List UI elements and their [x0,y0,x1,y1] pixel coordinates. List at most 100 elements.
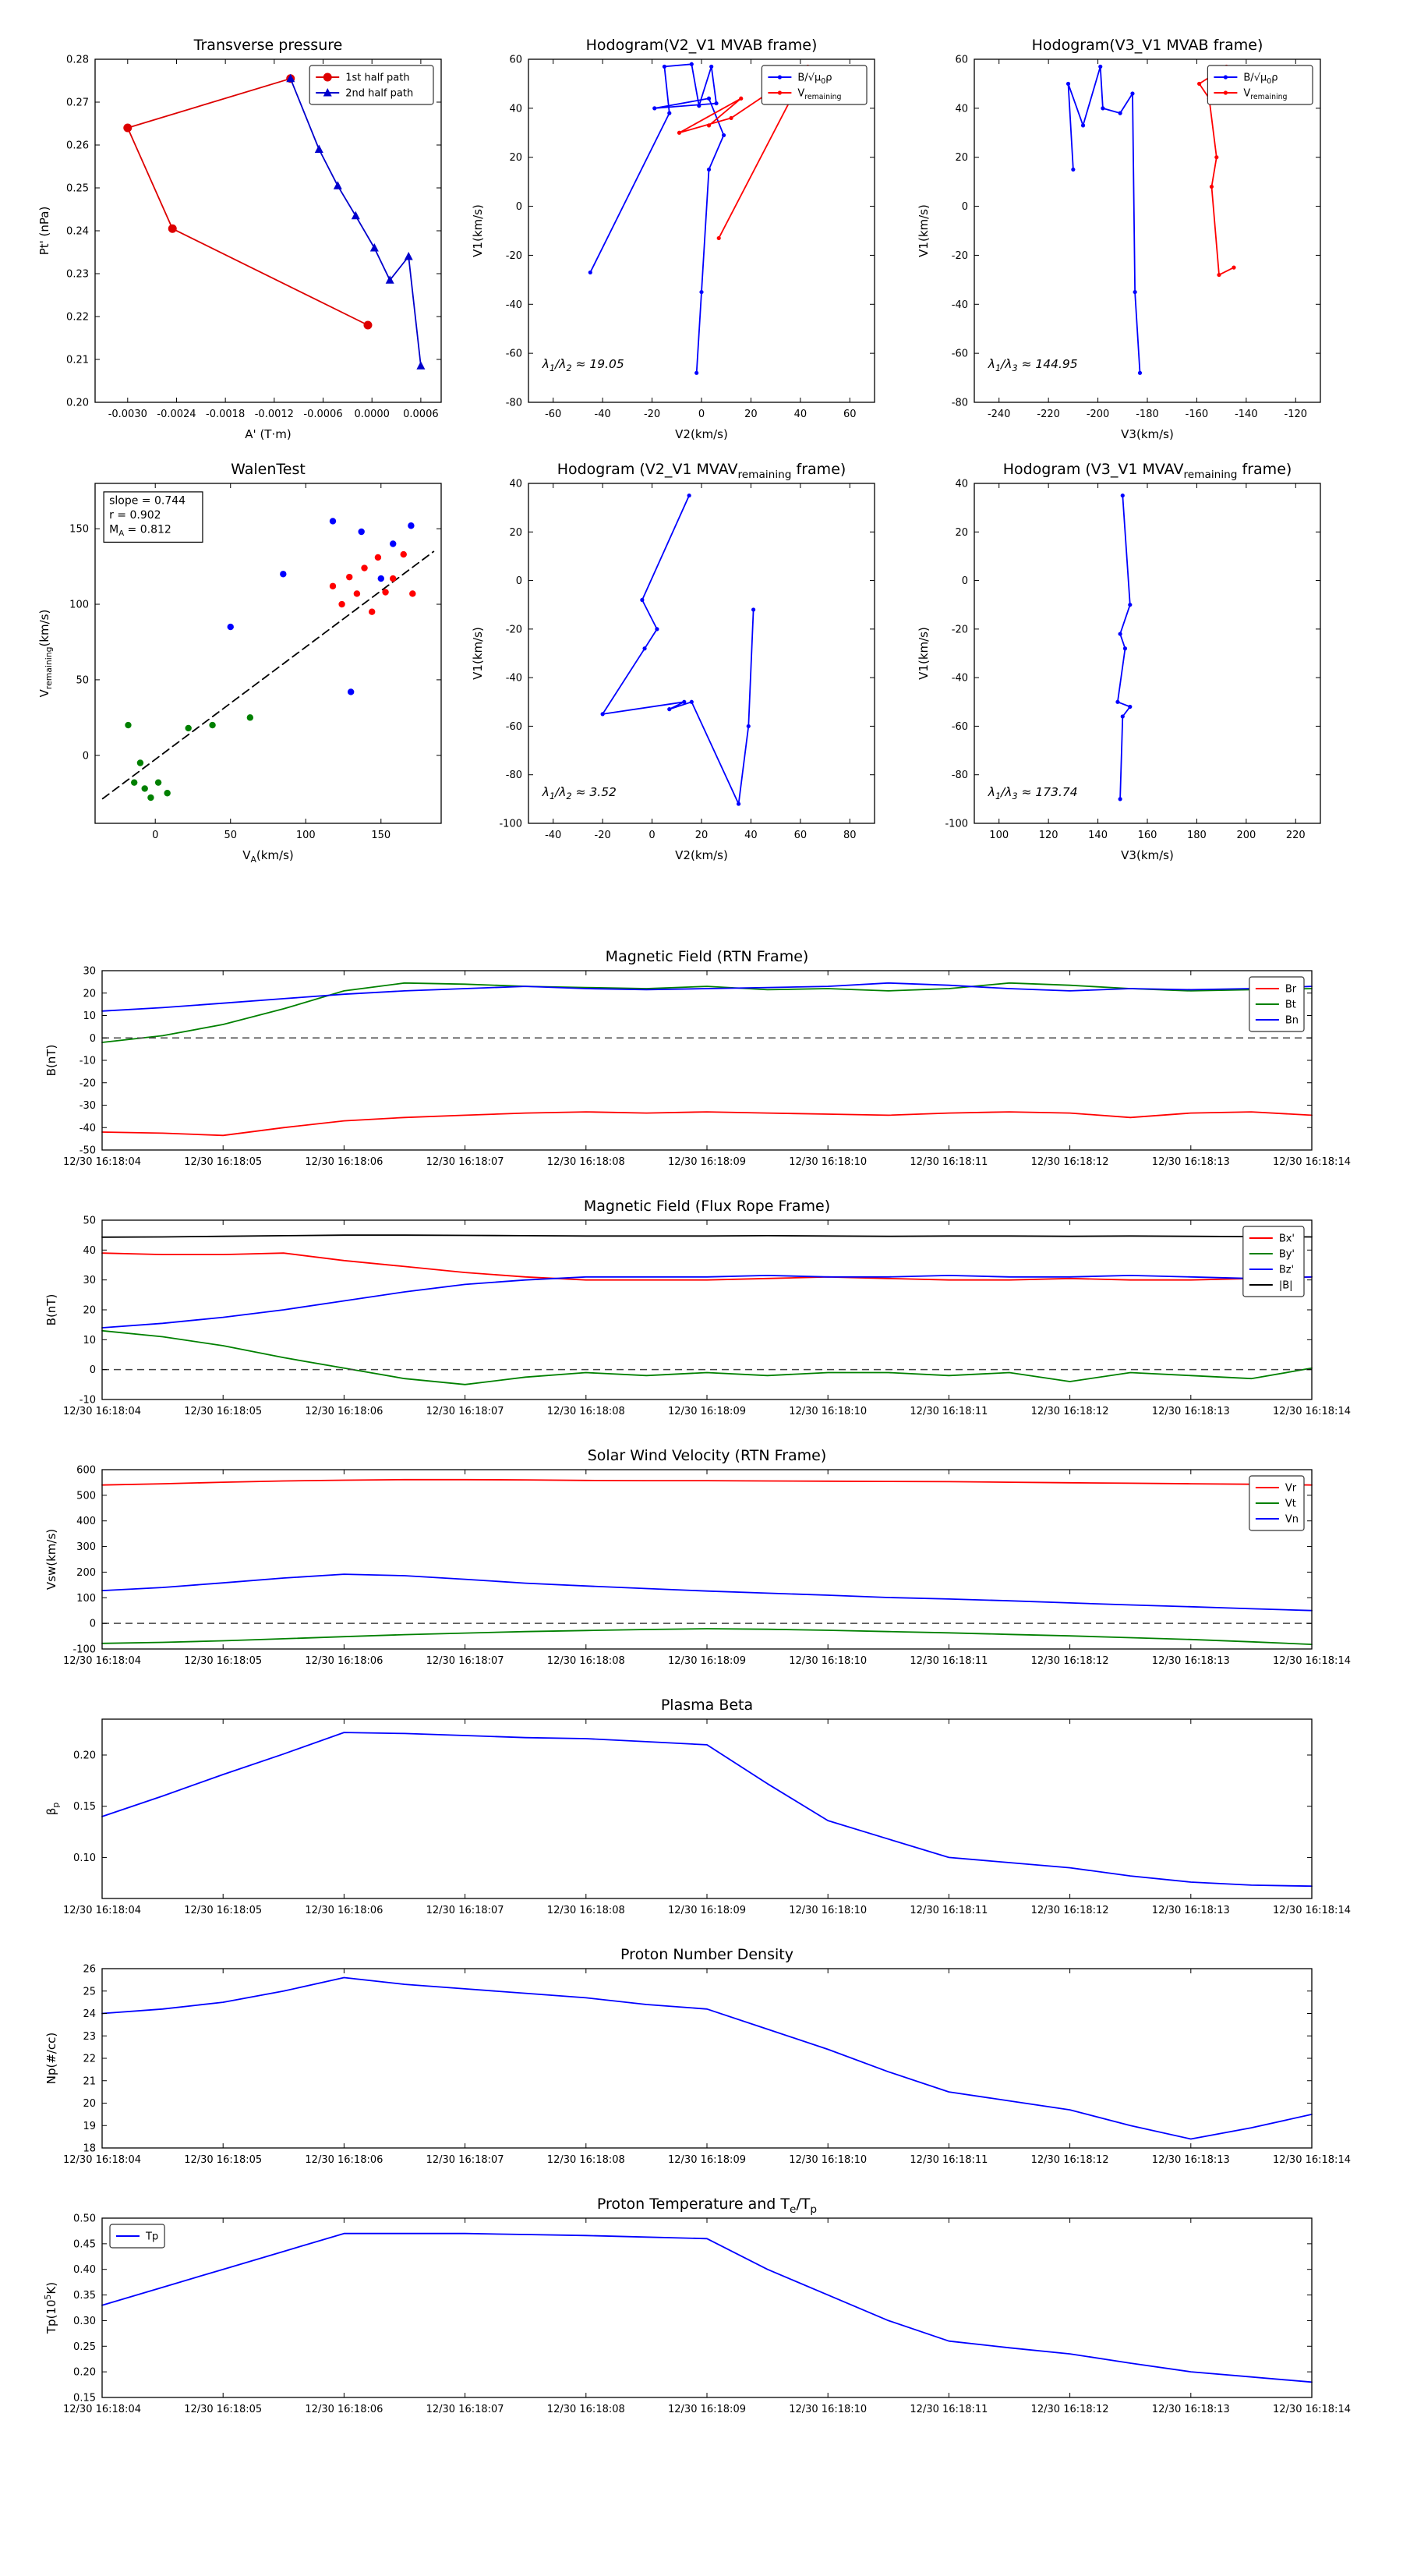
svg-text:-100: -100 [499,819,522,830]
svg-text:Br: Br [1285,984,1297,996]
svg-text:12/30 16:18:08: 12/30 16:18:08 [547,1406,625,1417]
svg-text:0.40: 0.40 [73,2264,96,2276]
svg-text:-60: -60 [952,349,968,360]
legend: Vr Vt Vn [1249,1475,1305,1531]
svg-text:0.24: 0.24 [66,226,89,238]
axes-background [95,59,441,402]
svg-text:12/30 16:18:08: 12/30 16:18:08 [547,1905,625,1916]
chart-title: Proton Number Density [620,1946,793,1963]
series-br [101,1111,1313,1137]
svg-text:-80: -80 [506,770,522,781]
svg-text:100: 100 [76,1593,96,1605]
x-axis: 12/30 16:18:04 12/30 16:18:05 12/30 16:18:… [63,1470,1351,1667]
x-axis: -240 -220 -200 -180 -160 -140 -120 [988,59,1307,420]
svg-text:-100: -100 [945,819,968,830]
svg-text:22: 22 [83,2054,96,2065]
y-axis: -80 -60 -40 -20 0 20 40 60 [506,55,875,409]
svg-text:18: 18 [83,2143,96,2155]
svg-text:12/30 16:18:06: 12/30 16:18:06 [305,2404,383,2415]
chart-hodogram-v3v1-mvav: 100 120 140 160 180 200 220 -100 -80 -60 -40 -20 0 20… [917,461,1321,862]
series-vremaining [1115,493,1133,801]
svg-text:12/30 16:18:08: 12/30 16:18:08 [547,2154,625,2166]
svg-text:MA = 0.812: MA = 0.812 [109,523,171,538]
svg-text:150: 150 [69,524,89,536]
svg-text:12/30 16:18:11: 12/30 16:18:11 [910,1905,988,1916]
svg-text:-40: -40 [506,299,522,311]
chart-title: Magnetic Field (Flux Rope Frame) [584,1198,830,1215]
y-axis: -50 -40 -30 -20 -10 0 10 20 30 [80,966,1312,1157]
series-points-green [125,714,254,801]
series-b-0- [1066,64,1143,375]
annotation: λ1/λ3 ≈ 173.74 [988,785,1078,801]
svg-text:12/30 16:18:14: 12/30 16:18:14 [1273,1156,1351,1168]
svg-text:0.20: 0.20 [73,1750,96,1762]
y-axis: 0.15 0.20 0.25 0.30 0.35 0.40 0.45 0.50 [73,2213,1312,2404]
svg-text:12/30 16:18:04: 12/30 16:18:04 [63,1156,141,1168]
svg-text:2nd half path: 2nd half path [345,88,413,100]
svg-text:0.25: 0.25 [73,2341,96,2353]
svg-text:-80: -80 [952,770,968,781]
chart-title: Hodogram(V2_V1 MVAB frame) [586,37,818,54]
svg-text:12/30 16:18:11: 12/30 16:18:11 [910,2154,988,2166]
axes-frame [101,970,1313,1151]
x-axis-label: V3(km/s) [1121,427,1174,441]
svg-text:12/30 16:18:09: 12/30 16:18:09 [668,1156,746,1168]
svg-text:0.27: 0.27 [66,97,89,109]
svg-text:-120: -120 [1285,409,1308,420]
svg-text:24: 24 [83,2008,96,2020]
y-axis-label: V1(km/s) [471,627,485,680]
svg-text:12/30 16:18:12: 12/30 16:18:12 [1031,1905,1109,1916]
chart-mag-rtn: 12/30 16:18:04 12/30 16:18:05 12/30 16:18:… [44,948,1351,1168]
svg-text:12/30 16:18:11: 12/30 16:18:11 [910,1655,988,1667]
axes-frame [101,2217,1313,2398]
svg-text:|B|: |B| [1279,1280,1293,1292]
axes-frame [101,1219,1313,1400]
svg-text:0: 0 [90,1364,96,1376]
axes-frame [974,58,1321,403]
svg-text:20: 20 [83,2098,96,2110]
series-vremaining [600,493,756,806]
svg-text:-40: -40 [952,299,968,311]
svg-text:40: 40 [955,479,968,490]
svg-text:20: 20 [955,527,968,539]
svg-text:12/30 16:18:12: 12/30 16:18:12 [1031,1406,1109,1417]
svg-text:12/30 16:18:07: 12/30 16:18:07 [426,1655,504,1667]
y-axis: 0.20 0.21 0.22 0.23 0.24 0.25 0.26 0.27 0.28 [66,55,441,409]
legend: Bx' By' Bz' |B| [1242,1226,1305,1297]
svg-text:100: 100 [989,830,1009,841]
y-axis: -100 -80 -60 -40 -20 0 20 40 [499,479,875,830]
series-fit-line [101,550,435,800]
svg-text:Vn: Vn [1285,1514,1299,1526]
series-vt [101,1628,1313,1646]
svg-text:Bz': Bz' [1279,1265,1294,1276]
svg-text:-200: -200 [1087,409,1110,420]
svg-text:200: 200 [1236,830,1256,841]
svg-text:12/30 16:18:14: 12/30 16:18:14 [1273,2404,1351,2415]
y-axis: -100 0 100 200 300 400 500 600 [72,1465,1312,1656]
svg-text:12/30 16:18:13: 12/30 16:18:13 [1152,1905,1230,1916]
svg-text:12/30 16:18:10: 12/30 16:18:10 [789,2404,867,2415]
y-axis: 18 19 20 21 22 23 24 25 26 [83,1964,1312,2155]
svg-text:-40: -40 [952,673,968,685]
series-group [101,1234,1313,1385]
chart-hodogram-v2v1-mvav: -40 -20 0 20 40 60 80 -100 -80 -60 -40 -20 0 20 40 Hodo… [471,461,875,862]
y-axis-label: Vsw(km/s) [44,1529,58,1590]
svg-text:r = 0.902: r = 0.902 [109,509,161,522]
svg-text:12/30 16:18:04: 12/30 16:18:04 [63,1406,141,1417]
series-group [101,1732,1313,1888]
svg-text:Bx': Bx' [1279,1233,1295,1245]
axes-background [974,59,1320,402]
svg-text:-20: -20 [644,409,660,420]
y-axis-label: V1(km/s) [471,204,485,257]
y-axis-label: Np(#/cc) [44,2033,58,2085]
x-axis: -60 -40 -20 0 20 40 60 [545,59,857,420]
x-axis: 12/30 16:18:04 12/30 16:18:05 12/30 16:18:… [63,1220,1351,1417]
svg-text:0: 0 [152,830,158,841]
svg-text:-60: -60 [506,721,522,733]
svg-text:-10: -10 [80,1395,96,1407]
y-axis: 0.10 0.15 0.20 [73,1750,1312,1864]
svg-text:0: 0 [90,1033,96,1045]
svg-text:-0.0018: -0.0018 [206,409,245,420]
annotation: λ1/λ3 ≈ 144.95 [988,357,1078,373]
